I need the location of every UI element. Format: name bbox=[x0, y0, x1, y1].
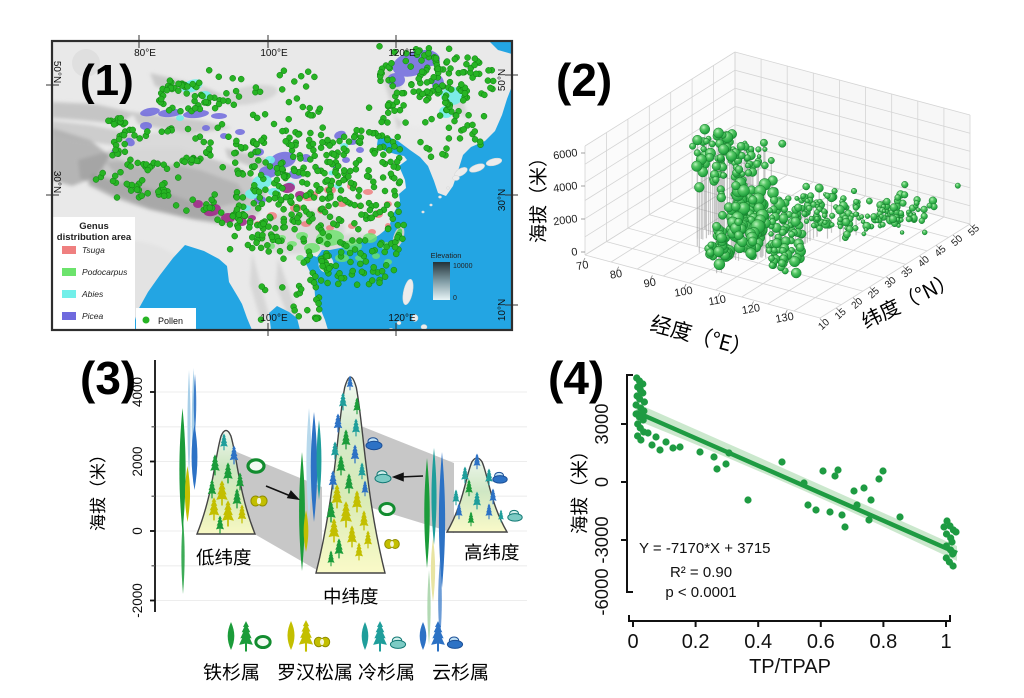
svg-text:R² = 0.90: R² = 0.90 bbox=[670, 564, 732, 581]
svg-text:30°N: 30°N bbox=[497, 189, 508, 211]
svg-text:100°E: 100°E bbox=[260, 48, 288, 59]
svg-text:(3): (3) bbox=[80, 352, 136, 404]
svg-text:(4): (4) bbox=[548, 352, 604, 404]
svg-text:Podocarpus: Podocarpus bbox=[82, 267, 128, 277]
svg-text:(2): (2) bbox=[556, 54, 612, 106]
svg-text:10°N: 10°N bbox=[497, 299, 508, 321]
svg-text:p < 0.0001: p < 0.0001 bbox=[665, 584, 736, 601]
svg-text:2000: 2000 bbox=[130, 446, 145, 476]
svg-text:(1): (1) bbox=[80, 56, 134, 105]
svg-text:-2000: -2000 bbox=[130, 583, 145, 618]
svg-text:Tsuga: Tsuga bbox=[82, 245, 105, 255]
svg-text:0: 0 bbox=[591, 477, 612, 487]
svg-text:130: 130 bbox=[775, 311, 795, 326]
svg-text:2000: 2000 bbox=[553, 213, 579, 228]
svg-text:50°N: 50°N bbox=[497, 69, 508, 91]
svg-text:120: 120 bbox=[741, 302, 761, 317]
svg-text:100°E: 100°E bbox=[260, 313, 288, 324]
svg-text:distribution area: distribution area bbox=[57, 232, 132, 243]
svg-text:3000: 3000 bbox=[591, 403, 612, 444]
svg-text:120°E: 120°E bbox=[388, 48, 416, 59]
svg-text:6000: 6000 bbox=[553, 147, 579, 162]
svg-text:70: 70 bbox=[575, 259, 589, 273]
svg-text:Y = -7170*X + 3715: Y = -7170*X + 3715 bbox=[639, 540, 771, 557]
svg-text:1: 1 bbox=[940, 631, 951, 653]
svg-text:110: 110 bbox=[708, 293, 727, 308]
svg-text:0: 0 bbox=[627, 631, 638, 653]
svg-text:120°E: 120°E bbox=[388, 313, 416, 324]
svg-text:0: 0 bbox=[130, 527, 145, 535]
svg-text:10: 10 bbox=[816, 317, 832, 333]
svg-text:Picea: Picea bbox=[82, 311, 104, 321]
svg-text:80: 80 bbox=[609, 268, 623, 282]
svg-text:0.2: 0.2 bbox=[682, 631, 710, 653]
svg-text:4000: 4000 bbox=[130, 377, 145, 407]
svg-text:-6000: -6000 bbox=[591, 568, 612, 615]
svg-text:Pollen: Pollen bbox=[158, 316, 183, 326]
svg-text:Genus: Genus bbox=[79, 221, 109, 232]
svg-text:4000: 4000 bbox=[553, 180, 579, 195]
svg-text:-3000: -3000 bbox=[591, 516, 612, 563]
svg-text:0.8: 0.8 bbox=[869, 631, 897, 653]
svg-text:Abies: Abies bbox=[81, 289, 104, 299]
svg-text:0: 0 bbox=[453, 295, 457, 302]
svg-text:0.4: 0.4 bbox=[744, 631, 772, 653]
svg-text:90: 90 bbox=[643, 276, 657, 290]
svg-text:80°E: 80°E bbox=[134, 48, 156, 59]
svg-text:50°N: 50°N bbox=[51, 61, 62, 83]
svg-text:30°N: 30°N bbox=[51, 171, 62, 193]
svg-text:Elevation: Elevation bbox=[431, 251, 462, 260]
svg-text:0.6: 0.6 bbox=[807, 631, 835, 653]
svg-text:0: 0 bbox=[571, 246, 579, 259]
svg-text:TP/TPAP: TP/TPAP bbox=[749, 656, 831, 678]
svg-text:100: 100 bbox=[673, 285, 693, 300]
svg-text:10000: 10000 bbox=[453, 263, 473, 270]
